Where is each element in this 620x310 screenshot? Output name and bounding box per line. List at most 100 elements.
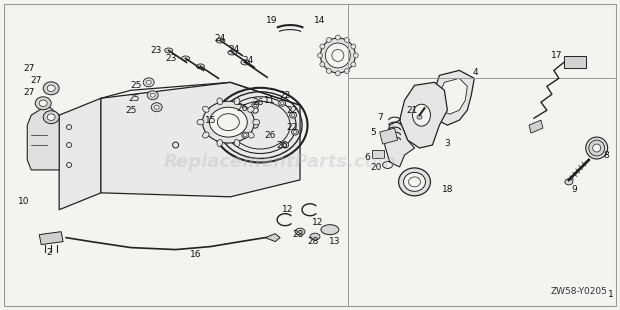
Text: 9: 9	[571, 185, 577, 194]
Ellipse shape	[281, 142, 288, 148]
Text: 27: 27	[24, 64, 35, 73]
Ellipse shape	[197, 119, 204, 125]
Ellipse shape	[291, 114, 295, 117]
Ellipse shape	[247, 106, 254, 112]
Polygon shape	[438, 78, 467, 114]
Ellipse shape	[182, 56, 190, 61]
Ellipse shape	[247, 132, 254, 138]
Ellipse shape	[321, 38, 355, 73]
Ellipse shape	[154, 105, 159, 109]
Ellipse shape	[351, 62, 356, 67]
Polygon shape	[400, 82, 448, 148]
Text: 8: 8	[604, 150, 609, 160]
Text: 26: 26	[252, 98, 264, 107]
Text: 2: 2	[46, 248, 52, 257]
Text: 14: 14	[314, 16, 326, 25]
Text: ZW58-Y0205: ZW58-Y0205	[551, 287, 607, 296]
Text: 28: 28	[308, 237, 319, 246]
Ellipse shape	[293, 131, 297, 134]
Polygon shape	[529, 120, 543, 133]
Ellipse shape	[228, 50, 237, 55]
Ellipse shape	[291, 129, 299, 135]
Text: 27: 27	[30, 76, 42, 85]
Text: 21: 21	[407, 106, 419, 115]
Ellipse shape	[242, 132, 249, 138]
Text: 26: 26	[265, 131, 276, 140]
Ellipse shape	[253, 119, 260, 125]
Text: ReplacementParts.com: ReplacementParts.com	[164, 153, 397, 171]
Ellipse shape	[278, 100, 286, 106]
Ellipse shape	[210, 107, 247, 137]
Ellipse shape	[310, 233, 320, 240]
Ellipse shape	[565, 179, 573, 185]
Ellipse shape	[326, 38, 332, 42]
Ellipse shape	[143, 78, 154, 87]
Ellipse shape	[39, 100, 47, 106]
Text: 11: 11	[264, 96, 276, 105]
Text: 24: 24	[215, 34, 226, 43]
Ellipse shape	[332, 50, 344, 61]
Bar	[564, 56, 586, 69]
Text: 1: 1	[608, 290, 614, 299]
Ellipse shape	[344, 69, 349, 73]
Ellipse shape	[47, 114, 55, 120]
Text: 22: 22	[286, 106, 298, 115]
Text: 23: 23	[150, 46, 161, 55]
Text: 26: 26	[237, 104, 248, 113]
Ellipse shape	[586, 137, 608, 159]
Text: 27: 27	[24, 88, 35, 97]
Ellipse shape	[244, 134, 247, 137]
Ellipse shape	[335, 35, 340, 40]
Ellipse shape	[335, 71, 340, 76]
Text: 23: 23	[165, 54, 176, 63]
Text: 20: 20	[370, 163, 381, 172]
Ellipse shape	[43, 111, 59, 124]
Text: 28: 28	[293, 230, 304, 239]
Text: 7: 7	[377, 113, 383, 122]
Ellipse shape	[280, 102, 284, 105]
Ellipse shape	[589, 140, 604, 156]
Ellipse shape	[241, 60, 250, 65]
Ellipse shape	[203, 132, 209, 138]
Polygon shape	[432, 70, 474, 125]
Polygon shape	[384, 120, 415, 167]
Ellipse shape	[43, 82, 59, 95]
Ellipse shape	[203, 106, 209, 112]
Polygon shape	[27, 105, 59, 170]
Ellipse shape	[165, 48, 172, 53]
Ellipse shape	[146, 80, 151, 84]
Polygon shape	[265, 234, 280, 241]
Ellipse shape	[351, 44, 356, 49]
Ellipse shape	[404, 172, 425, 191]
Ellipse shape	[216, 38, 225, 43]
Text: 18: 18	[441, 185, 453, 194]
Ellipse shape	[47, 85, 55, 91]
Ellipse shape	[295, 228, 305, 235]
Text: 10: 10	[17, 197, 29, 206]
Text: 24: 24	[242, 56, 254, 65]
Ellipse shape	[151, 103, 162, 112]
Text: 17: 17	[551, 51, 562, 60]
Text: 13: 13	[329, 237, 340, 246]
Ellipse shape	[150, 93, 155, 97]
Ellipse shape	[234, 98, 240, 105]
Text: 24: 24	[229, 45, 240, 54]
Polygon shape	[101, 82, 300, 197]
Ellipse shape	[412, 104, 430, 126]
Ellipse shape	[290, 112, 296, 118]
Ellipse shape	[409, 177, 420, 187]
Text: 26: 26	[277, 140, 288, 149]
Polygon shape	[59, 98, 101, 210]
Polygon shape	[379, 128, 397, 144]
Ellipse shape	[218, 114, 239, 131]
Text: 4: 4	[472, 68, 478, 77]
Ellipse shape	[326, 43, 350, 68]
Ellipse shape	[320, 44, 325, 49]
Text: 22: 22	[286, 123, 298, 132]
Text: 25: 25	[128, 94, 140, 103]
Ellipse shape	[344, 38, 349, 42]
Ellipse shape	[203, 101, 254, 143]
Text: 12: 12	[312, 218, 324, 227]
Text: 22: 22	[280, 91, 291, 100]
Ellipse shape	[147, 91, 158, 100]
